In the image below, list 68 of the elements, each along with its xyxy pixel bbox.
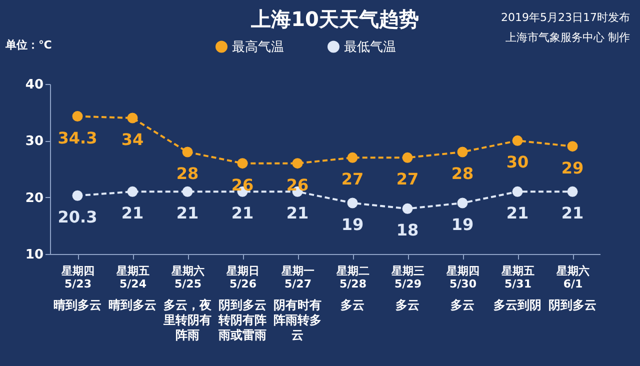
text: 阴到多云转阴有阵雨或雷雨: [218, 298, 266, 342]
x-tick-label: 星期四 5/23: [60, 264, 94, 290]
y-tick-label: 30: [25, 134, 44, 150]
y-tick-label: 40: [25, 78, 44, 92]
point: [347, 152, 358, 163]
data-label: 18: [396, 220, 419, 240]
text: 多云: [340, 298, 364, 312]
data-label: 34.3: [58, 128, 98, 148]
data-label: 21: [506, 204, 529, 223]
point: [567, 186, 578, 197]
text: 2019年5月23日17时发布: [501, 11, 630, 24]
y-tick-label: 10: [25, 248, 44, 262]
text: 多云，夜里转阴有阵雨: [162, 298, 212, 342]
chart-title: 上海10天天气趋势: [250, 7, 419, 31]
point: [567, 141, 578, 152]
point: [127, 112, 138, 124]
point: [182, 146, 193, 158]
x-tick-label: 星期日 5/26: [226, 264, 260, 290]
text: 晴到多云: [54, 298, 102, 312]
point: [237, 158, 248, 169]
data-label: 19: [451, 215, 474, 234]
legend-label: 最高气温: [232, 38, 284, 55]
point: [402, 152, 413, 163]
data-label: 27: [396, 170, 419, 189]
data-label: 29: [561, 158, 584, 178]
data-label: 20.3: [58, 208, 98, 227]
data-label: 19: [341, 215, 364, 234]
point: [292, 158, 303, 169]
x-tick-label: 星期二 5/28: [336, 264, 370, 290]
x-tick-label: 星期六 6/1: [556, 264, 590, 290]
data-label: 30: [506, 152, 529, 172]
text: 晴到多云: [108, 298, 156, 312]
point: [512, 186, 523, 197]
data-label: 21: [286, 204, 309, 223]
text: 上海市气象服务中心 制作: [506, 31, 630, 44]
data-label: 28: [451, 164, 474, 183]
y-axis-title: 单位：℃: [4, 38, 52, 52]
point: [72, 190, 83, 201]
point: [347, 198, 358, 208]
point: [72, 111, 83, 122]
text: 阴到多云: [548, 298, 596, 312]
text: 多云: [450, 298, 474, 312]
x-tick-label: 星期三 5/29: [390, 264, 424, 290]
data-label: 34: [121, 130, 144, 149]
data-label: 21: [121, 204, 144, 223]
point: [512, 135, 523, 146]
point: [457, 146, 468, 158]
data-label: 21: [231, 204, 254, 223]
point: [457, 198, 468, 208]
data-label: 26: [286, 175, 309, 194]
data-label: 27: [341, 170, 364, 189]
data-label: 21: [561, 204, 584, 223]
x-tick-label: 星期一 5/27: [280, 264, 314, 290]
x-tick-label: 星期五 5/31: [500, 264, 534, 290]
point: [127, 186, 138, 197]
text: 多云到阴: [494, 298, 542, 312]
x-tick-label: 星期六 5/25: [170, 264, 204, 290]
x-tick-label: 星期四 5/30: [446, 264, 480, 290]
x-tick-label: 星期五 5/24: [116, 264, 150, 290]
data-label: 21: [176, 204, 199, 223]
text: 多云: [396, 298, 420, 312]
point: [182, 186, 193, 197]
data-label: 26: [231, 175, 254, 194]
point: [402, 203, 413, 214]
legend-label: 最低气温: [344, 40, 396, 55]
y-tick-label: 20: [25, 190, 44, 206]
data-label: 28: [176, 164, 199, 183]
text: 阴有时有阵雨转多云: [274, 298, 322, 342]
